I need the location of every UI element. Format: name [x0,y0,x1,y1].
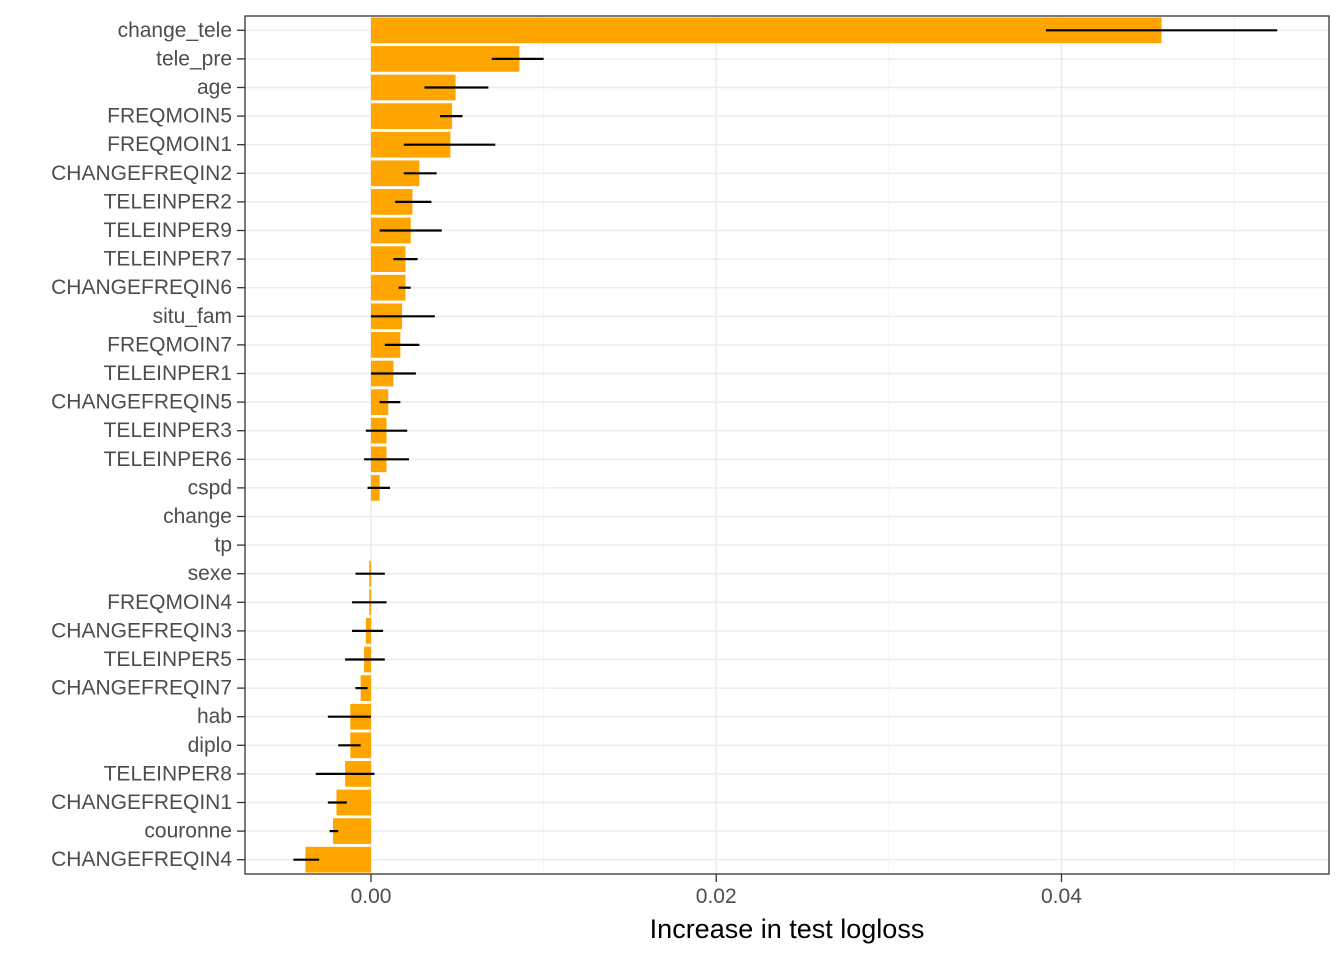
y-tick-label: TELEINPER2 [104,190,232,213]
x-tick-label: 0.04 [1041,885,1082,908]
error-bars [293,29,1278,861]
y-tick-label: TELEINPER8 [104,762,232,785]
y-tick-label: CHANGEFREQIN6 [51,276,232,299]
y-tick-label: TELEINPER6 [104,448,232,471]
y-tick-label: TELEINPER3 [104,419,232,442]
plot-panel-background [245,16,1329,874]
y-tick-label: FREQMOIN1 [107,133,232,156]
y-tick-label: hab [197,705,232,728]
y-tick-label: couronne [144,820,232,843]
plot-panel-border [244,15,1330,875]
y-tick-label: change_tele [118,19,232,42]
y-tick-label: diplo [188,734,232,757]
y-tick-label: TELEINPER5 [104,648,232,671]
x-tick-label: 0.02 [696,885,737,908]
y-tick-label: FREQMOIN7 [107,333,232,356]
y-tick-label: CHANGEFREQIN4 [51,848,232,871]
y-tick-label: TELEINPER7 [104,248,232,271]
x-tick-label: 0.00 [351,885,392,908]
y-tick-label: age [197,76,232,99]
x-axis-title: Increase in test logloss [650,914,925,944]
y-tick-label: CHANGEFREQIN7 [51,677,232,700]
y-tick-label: CHANGEFREQIN5 [51,391,232,414]
y-tick-label: cspd [188,476,232,499]
y-tick-label: sexe [188,562,232,585]
bar [371,103,453,129]
y-tick-label: TELEINPER1 [104,362,232,385]
y-tick-label: tele_pre [156,47,232,70]
y-tick-label: situ_fam [153,305,232,328]
y-tick-label: change [163,505,232,528]
y-tick-label: CHANGEFREQIN1 [51,791,232,814]
y-tick-label: FREQMOIN5 [107,105,232,128]
bar [371,17,1162,44]
y-tick-label: CHANGEFREQIN2 [51,162,232,185]
y-tick-label: tp [214,534,232,557]
bar [333,818,372,844]
y-tick-label: FREQMOIN4 [107,591,232,614]
x-axis: 0.00 0.02 0.04 [351,874,1082,908]
y-tick-label: CHANGEFREQIN3 [51,619,232,642]
y-tick-label: TELEINPER9 [104,219,232,242]
